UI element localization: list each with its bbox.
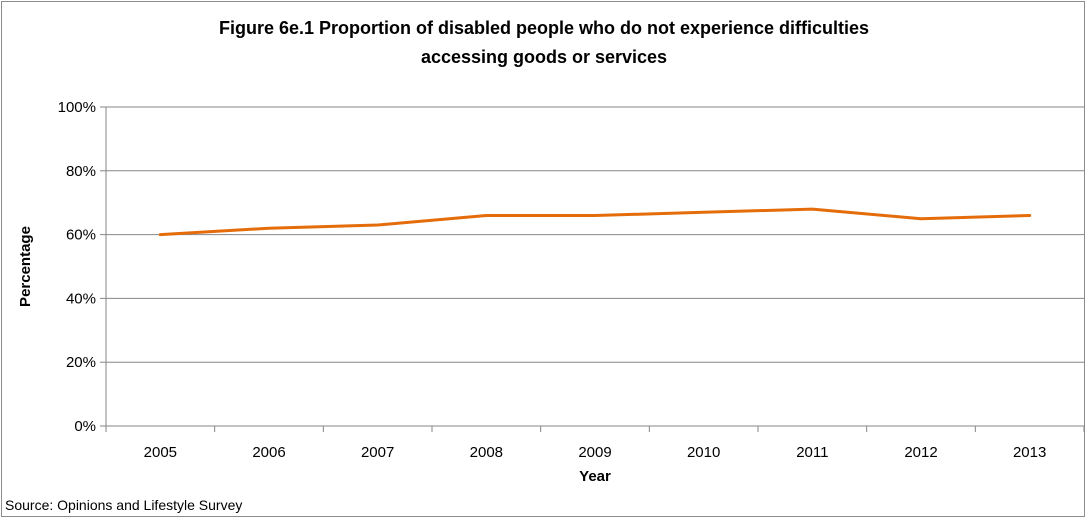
y-tick-label: 40% (66, 290, 96, 307)
x-tick-label: 2006 (252, 444, 285, 461)
x-tick-label: 2012 (904, 444, 937, 461)
source-note: Source: Opinions and Lifestyle Survey (5, 497, 243, 513)
x-tick-label: 2013 (1013, 444, 1046, 461)
x-axis-title: Year (579, 468, 611, 485)
series-line-0 (158, 207, 1032, 237)
x-tick-label: 2005 (144, 444, 177, 461)
y-tick-label: 80% (66, 163, 96, 180)
chart-title-line-1: Figure 6e.1 Proportion of disabled peopl… (218, 18, 870, 38)
x-tick-label: 2010 (687, 444, 720, 461)
y-axis-title: Percentage (17, 226, 34, 307)
y-tick-label: 0% (74, 418, 96, 435)
x-tick-label: 2011 (796, 444, 828, 461)
chart-title-line-2: accessing goods or services (420, 47, 668, 67)
y-tick-label: 100% (58, 99, 96, 116)
y-tick-label: 20% (66, 354, 96, 371)
x-tick-label: 2009 (578, 444, 611, 461)
x-tick-label: 2007 (361, 444, 394, 461)
x-tick-label: 2008 (470, 444, 503, 461)
y-tick-label: 60% (66, 227, 96, 244)
